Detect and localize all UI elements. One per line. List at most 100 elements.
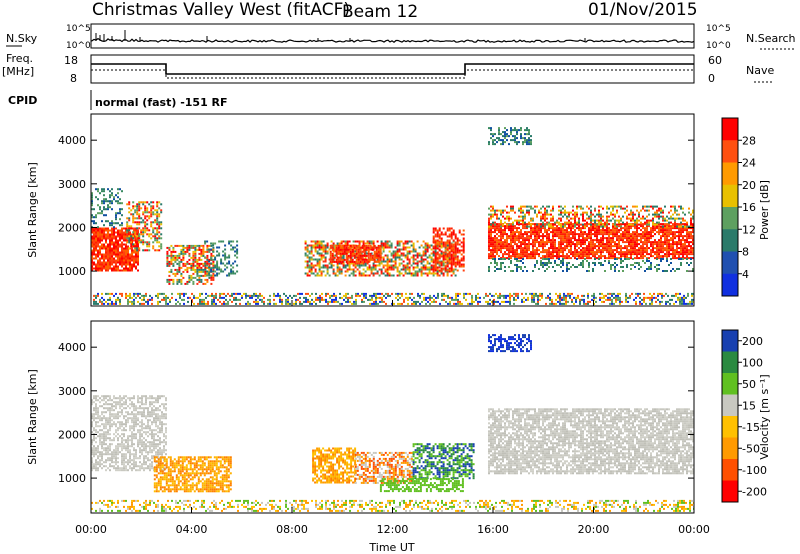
power-cell	[170, 278, 173, 281]
power-cell	[488, 207, 490, 210]
power-cell	[107, 267, 109, 270]
power-cell	[132, 207, 135, 210]
power-cell	[205, 302, 207, 305]
power-cell	[502, 215, 504, 218]
power-cell	[95, 216, 97, 219]
power-cell	[676, 257, 678, 260]
nsky-spikes	[95, 30, 586, 41]
power-cell	[566, 241, 568, 244]
power-cell	[353, 256, 356, 259]
power-cell	[504, 243, 506, 246]
power-cell	[562, 270, 564, 272]
power-cell	[216, 268, 219, 271]
power-cell	[97, 227, 99, 230]
power-cell	[204, 272, 207, 275]
power-cell	[143, 302, 145, 305]
power-cell	[590, 213, 592, 216]
power-cell	[628, 243, 630, 246]
power-cell	[111, 302, 113, 305]
power-cell	[133, 294, 135, 297]
power-cell	[514, 137, 516, 140]
power-cell	[432, 227, 435, 230]
power-cell	[111, 292, 113, 295]
power-cell	[516, 251, 518, 254]
power-cell	[434, 229, 437, 232]
power-cell	[668, 225, 670, 228]
power-cell	[660, 251, 662, 254]
power-cell	[97, 259, 99, 262]
power-cell	[95, 222, 97, 225]
power-cell	[620, 255, 622, 258]
power-cell	[552, 243, 554, 246]
power-cell	[596, 251, 598, 254]
power-cell	[584, 258, 586, 260]
power-cell	[101, 212, 103, 215]
power-cell	[93, 216, 95, 219]
power-cell	[506, 139, 508, 142]
power-cell	[604, 229, 606, 232]
power-cell	[140, 221, 143, 224]
power-cell	[542, 233, 544, 236]
power-cell	[594, 231, 596, 234]
power-cell	[566, 231, 568, 234]
power-cell	[638, 249, 640, 252]
power-cell	[616, 209, 618, 212]
power-cell	[628, 258, 630, 260]
power-cell	[392, 256, 395, 259]
power-cell	[564, 209, 566, 212]
power-cell	[316, 246, 319, 249]
power-cell	[608, 249, 610, 252]
power-cell	[194, 256, 197, 259]
power-cell	[586, 217, 588, 220]
power-cell	[168, 274, 171, 277]
power-cell	[103, 227, 105, 230]
power-cell	[212, 262, 215, 265]
power-cell	[378, 268, 381, 271]
power-cell	[420, 270, 423, 273]
power-cell	[324, 258, 327, 261]
power-cell	[492, 258, 494, 260]
power-cell	[558, 247, 560, 250]
power-cell	[548, 258, 550, 260]
power-cell	[686, 225, 688, 228]
power-cell	[644, 262, 646, 264]
power-cell	[135, 267, 137, 270]
power-cell	[638, 251, 640, 254]
power-cell	[648, 268, 650, 270]
power-cell	[95, 239, 97, 242]
power-cell	[568, 257, 570, 260]
power-cell	[200, 268, 203, 271]
power-cell	[93, 229, 95, 232]
power-cell	[444, 267, 447, 270]
power-cell	[233, 298, 235, 301]
power-cell	[516, 266, 518, 268]
power-cell	[622, 239, 624, 242]
power-cell	[103, 245, 105, 248]
power-cell	[574, 223, 576, 226]
power-cell	[632, 237, 634, 240]
power-cell	[115, 237, 117, 240]
power-cell	[140, 229, 143, 232]
power-cell	[532, 255, 534, 258]
power-cell	[398, 240, 401, 243]
power-cell	[454, 247, 457, 250]
power-cell	[670, 237, 672, 240]
power-cell	[119, 243, 121, 246]
power-cell	[642, 237, 644, 240]
power-cell	[504, 239, 506, 242]
power-cell	[572, 233, 574, 236]
power-cell	[367, 250, 370, 253]
power-cell	[620, 245, 622, 248]
power-cell	[578, 241, 580, 244]
power-cell	[115, 200, 117, 203]
power-cell	[640, 239, 642, 242]
power-cell	[512, 221, 514, 224]
power-cell	[113, 241, 115, 244]
power-cell	[686, 253, 688, 256]
power-cell	[113, 227, 115, 230]
power-cell	[688, 245, 690, 248]
power-cell	[580, 251, 582, 254]
power-cell	[590, 243, 592, 246]
power-cell	[656, 255, 658, 258]
power-cell	[117, 192, 119, 195]
